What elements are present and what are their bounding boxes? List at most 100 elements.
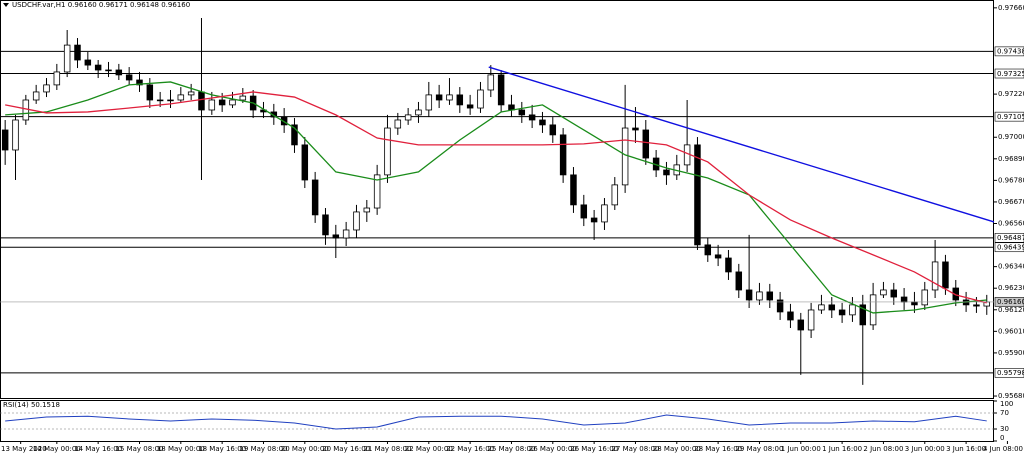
candle-body — [466, 104, 474, 109]
moving-average — [5, 91, 987, 304]
candle-body — [745, 289, 753, 301]
x-tick-label: 28 May 00:00 — [653, 445, 701, 453]
candle-body — [477, 89, 484, 109]
candle-body — [301, 144, 309, 181]
x-tick-label: 2 Jun 08:00 — [863, 445, 903, 453]
candle-body — [125, 74, 133, 81]
candle-body — [198, 91, 205, 111]
x-tick-label: 1 Jun 00:00 — [781, 445, 821, 453]
price-tag-label: 0.96487 — [997, 234, 1024, 242]
candle-body — [880, 289, 887, 296]
x-tick-label: 3 Jun 16:00 — [946, 445, 986, 453]
candle-body — [363, 207, 371, 213]
x-tick-label: 27 May 08:00 — [611, 445, 659, 453]
x-tick-label: 1 Jun 16:00 — [822, 445, 862, 453]
x-tick-label: 26 May 00:00 — [529, 445, 577, 453]
candle-body — [446, 94, 453, 101]
candle-body — [818, 304, 825, 311]
price-tag — [994, 297, 1024, 307]
price-tag — [994, 46, 1024, 57]
candle-body — [704, 244, 712, 256]
price-tag-label: 0.96439 — [997, 244, 1024, 252]
candle-body — [725, 257, 732, 273]
candle-body — [911, 301, 918, 306]
candle-body — [663, 169, 670, 176]
price-tag-label: 0.96160 — [997, 298, 1024, 306]
x-tick-label: 3 Jun 00:00 — [905, 445, 945, 453]
candle-body — [425, 94, 433, 111]
candle-body — [694, 144, 701, 246]
x-tick-label: 22 May 00:00 — [405, 445, 453, 453]
price-tag — [994, 111, 1024, 122]
candle-body — [859, 304, 867, 326]
candle-body — [84, 59, 92, 66]
candle-body — [611, 184, 619, 206]
indicator-line — [5, 414, 987, 430]
candle-body — [435, 94, 443, 101]
indicator-tick-label: 70 — [1000, 409, 1009, 417]
candle-body — [797, 319, 805, 331]
candle-body — [580, 204, 588, 219]
y-tick-label: 0.95680 — [998, 392, 1024, 400]
x-tick-label: 15 May 08:00 — [115, 445, 163, 453]
candle-body — [787, 311, 794, 321]
candle-body — [828, 304, 836, 311]
candle-body — [869, 294, 877, 326]
x-tick-label: 14 May 16:00 — [74, 445, 122, 453]
candle-body — [756, 291, 763, 301]
candle-body — [12, 119, 19, 151]
candle-body — [177, 94, 185, 101]
candle-body — [63, 44, 71, 73]
candle-body — [53, 71, 61, 86]
candle-body — [838, 309, 846, 316]
candle-body — [642, 129, 650, 159]
candle-body — [322, 214, 329, 236]
candle-body — [373, 174, 381, 209]
candle-body — [1, 129, 9, 151]
indicator-tick-label: 100 — [1000, 400, 1013, 408]
candle-body — [291, 124, 298, 146]
indicator-title: RSI(14) 50.1518 — [3, 401, 60, 409]
candle-body — [632, 127, 639, 131]
price-tag-label: 0.97438 — [997, 48, 1024, 56]
x-tick-label: 21 May 08:00 — [363, 445, 411, 453]
candle-body — [890, 289, 898, 298]
candle-body — [539, 119, 546, 126]
candle-body — [415, 109, 422, 116]
x-tick-label: 18 May 16:00 — [198, 445, 246, 453]
candle-body — [22, 99, 30, 121]
price-tag-label: 0.97325 — [997, 70, 1024, 78]
candle-body — [311, 179, 319, 216]
candle-body — [621, 127, 629, 186]
price-tag — [994, 68, 1024, 79]
candle-body — [229, 99, 236, 106]
candle-body — [900, 296, 908, 303]
candle-body — [456, 94, 464, 106]
chart-title: USDCHF.var,H1 0.96160 0.96171 0.96148 0.… — [12, 1, 190, 9]
candle-body — [849, 304, 856, 316]
candle-body — [549, 124, 557, 136]
candle-body — [332, 234, 340, 239]
candle-body — [714, 254, 722, 259]
candle-body — [208, 99, 216, 111]
candle-body — [590, 217, 598, 223]
candle-body — [105, 69, 112, 72]
price-pane — [0, 0, 994, 399]
candle-body — [497, 74, 505, 106]
candle-body — [32, 91, 40, 101]
candle-body — [167, 99, 174, 102]
candle-body — [518, 109, 526, 116]
menu-arrow[interactable] — [3, 3, 9, 7]
candle-body — [218, 99, 226, 106]
candle-body — [394, 119, 402, 129]
candle-body — [735, 271, 743, 291]
price-tag — [994, 233, 1024, 243]
candle-body — [931, 261, 939, 291]
candle-body — [921, 289, 929, 306]
